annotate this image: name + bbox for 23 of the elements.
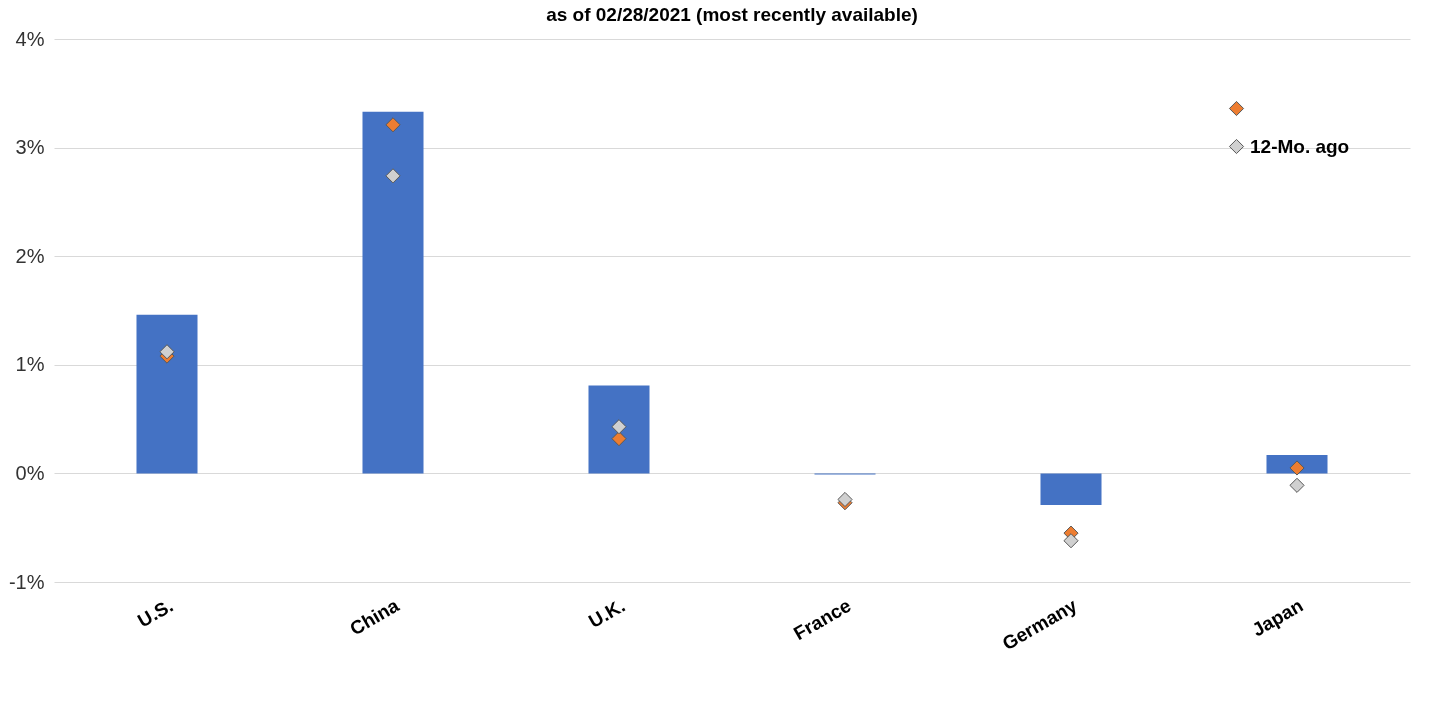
x-tick-label: U.S. (134, 594, 177, 632)
legend-label: 12-Mo. ago (1250, 135, 1350, 157)
bar (362, 111, 424, 474)
x-tick-label: China (346, 594, 403, 640)
y-tick-label: 2% (15, 244, 45, 267)
bar (136, 314, 198, 474)
point (385, 117, 401, 133)
point (1289, 477, 1305, 493)
chart-title: as of 02/28/2021 (most recently available) (546, 4, 918, 25)
bar (1040, 473, 1102, 505)
point (1063, 533, 1079, 549)
point (837, 491, 853, 508)
point (611, 419, 627, 435)
y-tick-label: 4% (15, 27, 45, 50)
y-tick-label: 0% (15, 461, 45, 484)
point (611, 431, 627, 447)
point (385, 168, 401, 184)
y-tick-label: 1% (15, 353, 45, 376)
bar (588, 385, 650, 474)
x-tick-label: U.K. (585, 594, 629, 632)
y-tick-label: -1% (8, 570, 45, 593)
point (159, 344, 175, 360)
y-tick-label: 3% (15, 136, 45, 159)
